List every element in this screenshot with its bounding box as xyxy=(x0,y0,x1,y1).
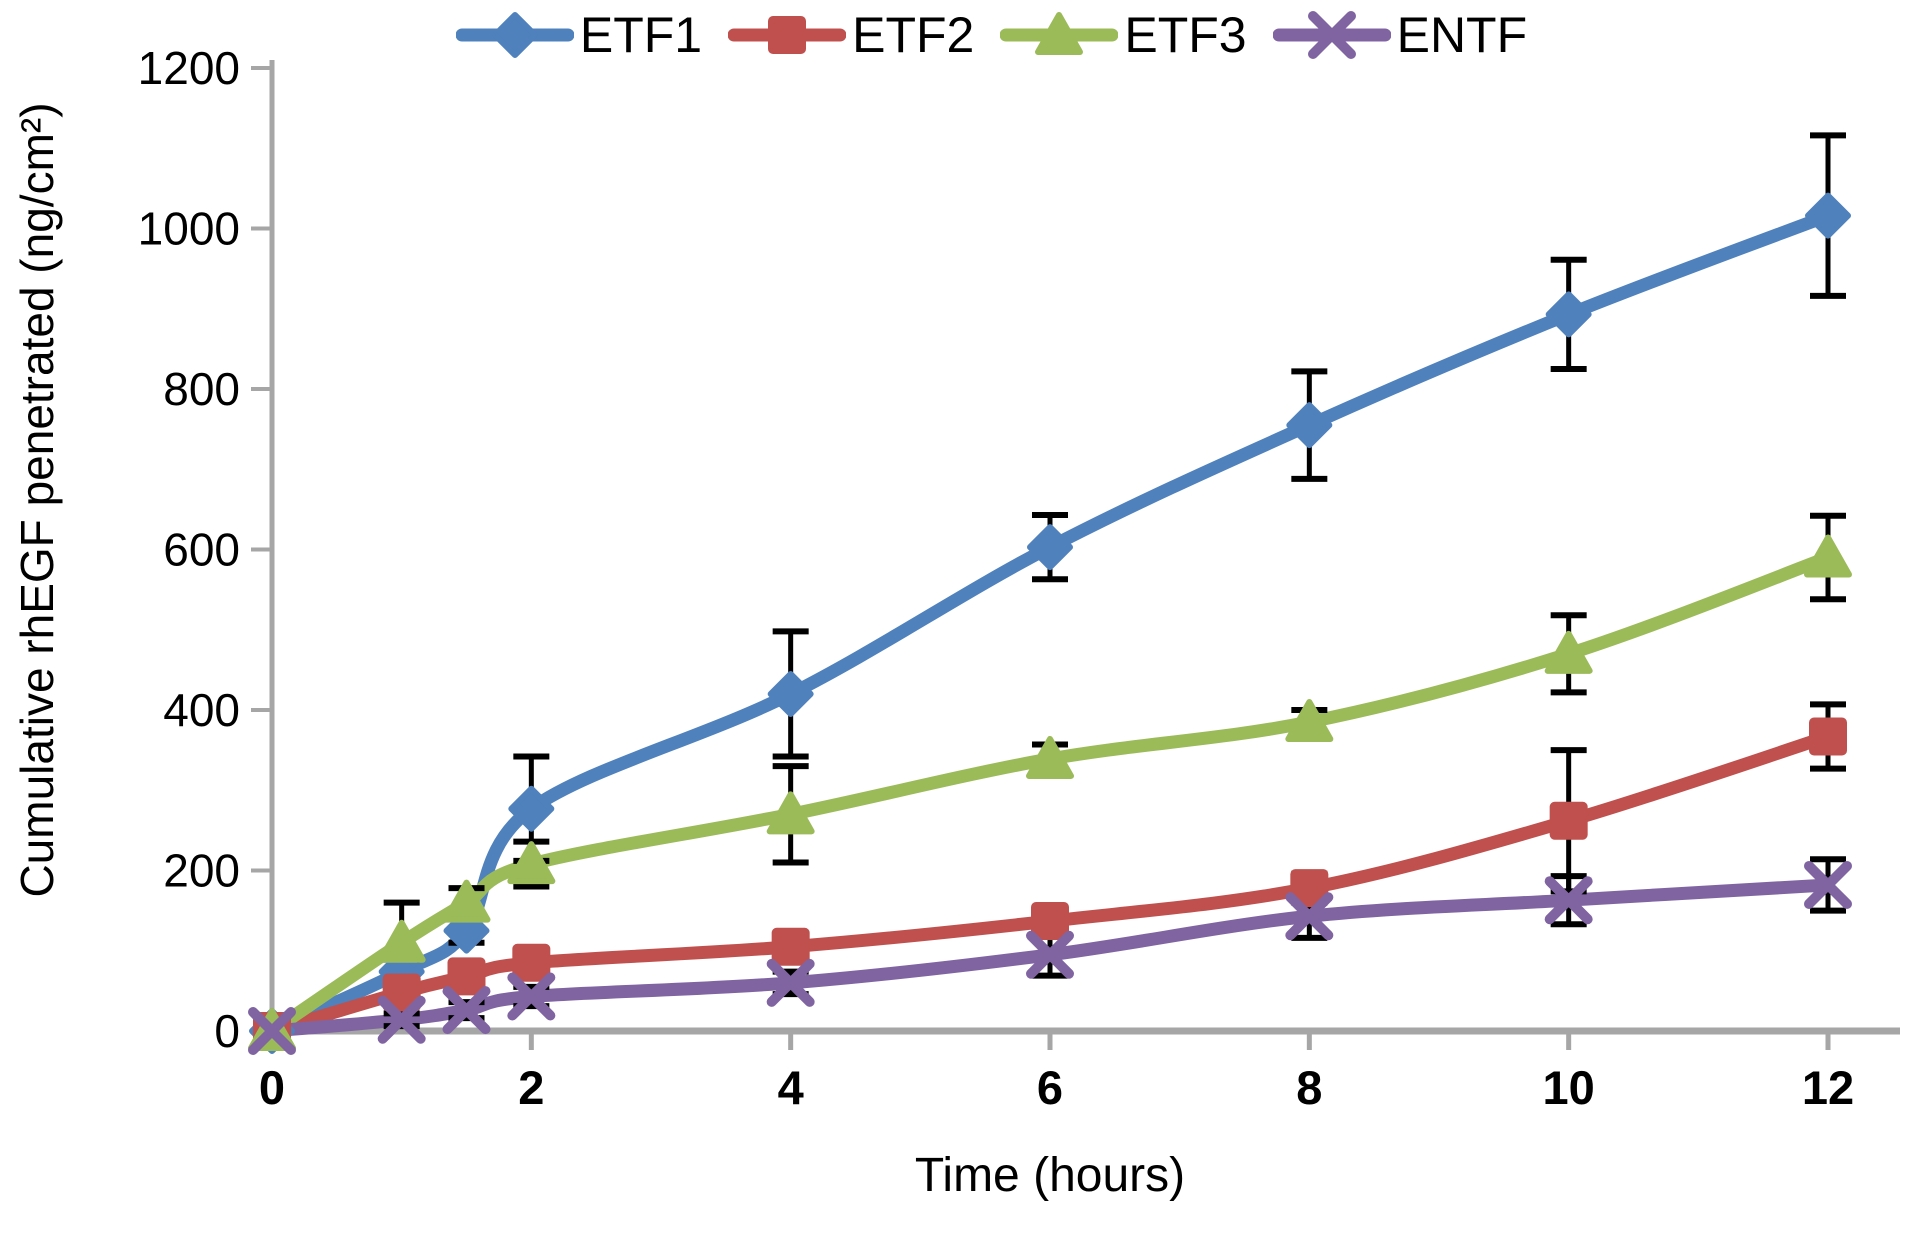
series-markers-ENTF xyxy=(248,860,1852,1055)
series-line-ENTF xyxy=(265,878,1835,1038)
x-tick-label: 6 xyxy=(1037,1061,1063,1114)
y-tick-label: 200 xyxy=(163,845,240,897)
y-tick-label: 0 xyxy=(214,1005,240,1057)
legend-item-ENTF: ENTF xyxy=(1272,6,1528,64)
legend-square-marker-icon xyxy=(728,16,847,54)
legend-label: ETF3 xyxy=(1124,7,1247,63)
legend-item-ETF3: ETF3 xyxy=(1000,6,1247,64)
x-tick-label: 8 xyxy=(1296,1061,1322,1114)
x-tick-label: 2 xyxy=(518,1061,544,1114)
legend-label: ENTF xyxy=(1396,7,1528,63)
y-tick-label: 1200 xyxy=(138,42,240,94)
y-axis-title: Cumulative rhEGF penetrated (ng/cm²) xyxy=(11,102,63,898)
y-tick-label: 800 xyxy=(163,363,240,415)
x-tick-label: 0 xyxy=(259,1061,285,1114)
y-tick-label: 400 xyxy=(163,684,240,736)
legend-diamond-marker-icon xyxy=(455,12,574,58)
y-tick-label: 600 xyxy=(163,524,240,576)
x-tick-label: 4 xyxy=(778,1061,804,1114)
series-line-ETF2 xyxy=(265,729,1835,1038)
chart-legend: ETF1 ETF2 ETF3 ENTF xyxy=(0,6,1913,64)
legend-label: ETF1 xyxy=(579,7,703,63)
y-tick-label: 1000 xyxy=(138,203,240,255)
x-tick-label: 10 xyxy=(1543,1061,1595,1114)
legend-item-ETF1: ETF1 xyxy=(455,6,703,64)
error-bars-ETF1 xyxy=(383,132,1846,987)
legend-item-ETF2: ETF2 xyxy=(728,6,974,64)
axes: 0 200 400 600 800 1000 1200 0 2 4 6 8 10 12 xyxy=(138,42,1900,1114)
legend-triangle-marker-icon xyxy=(1000,12,1119,55)
x-axis-title: Time (hours) xyxy=(914,1149,1186,1202)
legend-x-marker-icon xyxy=(1272,11,1391,59)
x-tick-label: 12 xyxy=(1802,1061,1854,1114)
legend-label: ETF2 xyxy=(852,7,975,63)
